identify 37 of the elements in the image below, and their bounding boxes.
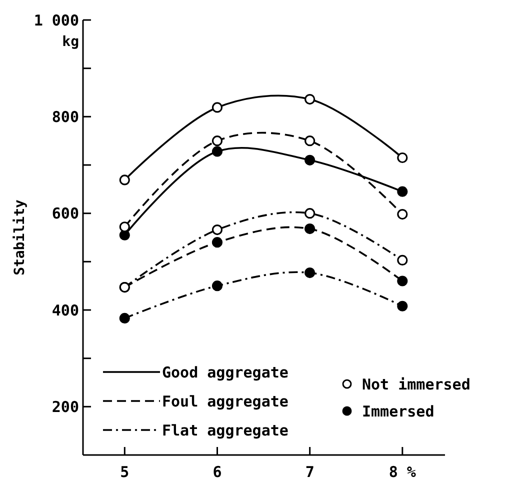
y-tick-label: 600 xyxy=(52,204,79,223)
x-tick-label: 6 xyxy=(212,463,222,479)
point xyxy=(397,209,408,220)
y-tick-label: 1 000 xyxy=(34,11,79,30)
point xyxy=(304,208,316,219)
point xyxy=(304,136,316,146)
point xyxy=(397,254,408,266)
point xyxy=(212,102,223,113)
y-tick-label: 200 xyxy=(52,398,79,416)
annotation: Not immersed xyxy=(362,375,470,394)
point xyxy=(119,222,130,232)
point xyxy=(212,224,223,236)
point xyxy=(212,280,223,292)
y-tick-label: 800 xyxy=(52,108,79,126)
y-axis-title: Stability xyxy=(12,199,28,276)
x-tick-label: 5 xyxy=(120,463,130,479)
point xyxy=(119,174,130,186)
point xyxy=(397,186,408,197)
legend-label: Good aggregate xyxy=(162,363,288,382)
annotation: Immersed xyxy=(362,402,434,420)
point xyxy=(304,154,316,166)
text: kg xyxy=(62,34,79,50)
point xyxy=(119,312,130,324)
x-tick-label: 7 xyxy=(305,463,314,479)
legend-label: Foul aggregate xyxy=(162,392,288,410)
point xyxy=(212,136,223,146)
point xyxy=(304,267,316,278)
point xyxy=(397,276,408,286)
y-tick-label: 400 xyxy=(52,301,79,320)
point xyxy=(397,300,408,312)
legend-label: Flat aggregate xyxy=(162,421,288,440)
point xyxy=(212,237,223,248)
point xyxy=(304,94,316,105)
point xyxy=(304,224,316,234)
x-tick-label: 8 % xyxy=(388,463,416,479)
point xyxy=(212,146,223,157)
point xyxy=(397,152,408,164)
